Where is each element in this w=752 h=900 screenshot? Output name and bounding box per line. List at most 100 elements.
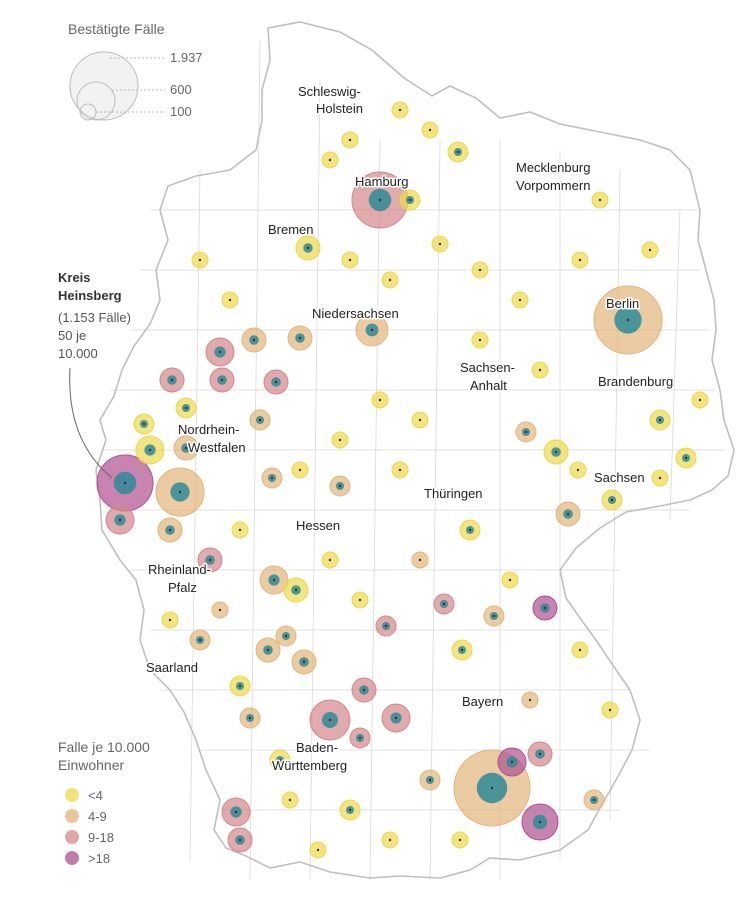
district-center-dot (478, 268, 482, 272)
district-center-dot (178, 490, 182, 494)
label-hessen: Hessen (296, 518, 340, 533)
district-center-dot (294, 588, 298, 592)
district-center-dot (394, 716, 398, 720)
district-center-dot (460, 648, 464, 652)
district-center-dot (238, 838, 242, 842)
district-center-dot (408, 198, 412, 202)
district-center-dot (358, 736, 362, 740)
district-center-dot (538, 752, 542, 756)
district-center-dot (388, 278, 392, 282)
callout-line: 50 je (58, 328, 86, 343)
district-center-dot (238, 684, 242, 688)
district-center-dot (554, 450, 558, 454)
district-center-dot (518, 298, 522, 302)
district-center-dot (348, 808, 352, 812)
callout-leader-line (69, 367, 113, 479)
district-center-dot (468, 528, 472, 532)
label-bayern: Bayern (462, 694, 503, 709)
district-center-dot (298, 336, 302, 340)
district-center-dot (490, 786, 494, 790)
label-mecklenburg-vorpommern: Mecklenburg (516, 160, 590, 175)
district-center-dot (302, 660, 306, 664)
legend-label: 9-18 (88, 830, 114, 845)
district-center-dot (384, 624, 388, 628)
district-center-dot (428, 128, 432, 132)
district-center-dot (698, 398, 702, 402)
district-center-dot (218, 350, 222, 354)
legend-label: 4-9 (88, 809, 107, 824)
district-center-dot (270, 476, 274, 480)
label-nordrhein-westfalen: Westfalen (188, 440, 246, 455)
district-center-dot (566, 512, 570, 516)
district-center-dot (328, 158, 332, 162)
legend-swatch (65, 851, 79, 865)
label-schleswig-holstein: Schleswig- (298, 84, 361, 99)
district-center-dot (123, 481, 127, 485)
label-saarland: Saarland (146, 660, 198, 675)
legend-swatch (65, 788, 79, 802)
district-center-dot (378, 398, 382, 402)
district-center-dot (148, 448, 152, 452)
label-rheinland-pfalz: Pfalz (168, 580, 197, 595)
district-center-dot (508, 578, 512, 582)
district-boundaries (100, 39, 725, 881)
district-center-dot (266, 648, 270, 652)
district-center-dot (578, 258, 582, 262)
district-center-dot (362, 688, 366, 692)
size-legend-value: 1.937 (170, 50, 203, 65)
district-center-dot (284, 634, 288, 638)
district-center-dot (272, 578, 276, 582)
district-center-dot (458, 838, 462, 842)
size-legend-value: 600 (170, 82, 192, 97)
district-center-dot (348, 138, 352, 142)
size-circle-large (69, 51, 139, 121)
label-brandenburg: Brandenburg (598, 374, 673, 389)
district-center-dot (220, 378, 224, 382)
callout-line: Heinsberg (58, 288, 122, 303)
district-center-dot (258, 418, 262, 422)
district-center-dot (278, 758, 282, 762)
color-legend: Falle je 10.000 Einwohner <4 4-9 9-18 >1… (58, 739, 150, 866)
region-labels: Schleswig- Holstein Hamburg Mecklenburg … (145, 83, 675, 775)
label-thueringen: Thüringen (424, 486, 483, 501)
district-center-dot (608, 708, 612, 712)
label-berlin: Berlin (606, 296, 639, 311)
district-center-dot (684, 456, 688, 460)
district-center-dot (398, 468, 402, 472)
district-center-dot (168, 528, 172, 532)
district-center-dot (438, 242, 442, 246)
label-mecklenburg-vorpommern: Vorpommern (516, 178, 590, 193)
district-center-dot (338, 484, 342, 488)
size-legend-title: Bestätigte Fälle (68, 21, 165, 37)
district-center-dot (510, 760, 514, 764)
district-center-dot (648, 248, 652, 252)
district-center-dot (298, 468, 302, 472)
district-center-dot (398, 108, 402, 112)
district-center-dot (578, 648, 582, 652)
district-center-dot (184, 406, 188, 410)
district-center-dot (538, 368, 542, 372)
district-center-dot (378, 198, 382, 202)
district-center-dot (478, 338, 482, 342)
label-sachsen-anhalt: Anhalt (470, 378, 507, 393)
district-center-dot (142, 422, 146, 426)
label-niedersachsen: Niedersachsen (312, 306, 399, 321)
district-center-dot (538, 820, 542, 824)
district-center-dot (274, 380, 278, 384)
district-center-dot (428, 778, 432, 782)
label-rheinland-pfalz: Rheinland- (148, 562, 211, 577)
district-center-dot (528, 698, 532, 702)
district-dots (96, 101, 709, 859)
district-center-dot (626, 318, 630, 322)
district-center-dot (610, 498, 614, 502)
label-sachsen-anhalt: Sachsen- (460, 360, 515, 375)
callout-line: Kreis (58, 270, 91, 285)
district-center-dot (592, 798, 596, 802)
district-center-dot (418, 558, 422, 562)
label-bremen: Bremen (268, 222, 314, 237)
size-circle-medium (76, 81, 116, 121)
label-sachsen: Sachsen (594, 470, 645, 485)
district-center-dot (238, 528, 242, 532)
district-center-dot (184, 446, 188, 450)
